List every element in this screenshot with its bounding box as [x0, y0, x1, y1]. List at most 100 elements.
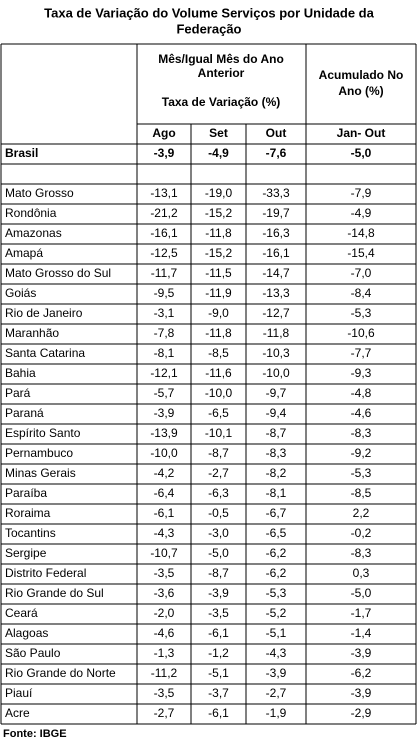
- table-cell: 0,3: [353, 566, 370, 580]
- table-cell: -16,1: [150, 226, 178, 240]
- table-cell: -15,2: [205, 246, 233, 260]
- table-cell: -8,7: [208, 566, 229, 580]
- table-cell: -1,7: [351, 606, 372, 620]
- table-cell: São Paulo: [5, 646, 61, 660]
- table-cell: -12,5: [150, 246, 178, 260]
- table-cell: -8,3: [351, 546, 372, 560]
- table-cell: -9,7: [266, 386, 287, 400]
- table-cell: -11,2: [151, 666, 178, 680]
- header-group: Mês/Igual Mês do Ano: [158, 52, 284, 66]
- table-cell: -2,9: [351, 706, 372, 720]
- table-cell: Espírito Santo: [5, 426, 81, 440]
- total-cell: -3,9: [154, 146, 175, 160]
- table-cell: -6,7: [266, 506, 287, 520]
- total-cell: -5,0: [351, 146, 372, 160]
- table-cell: -8,7: [208, 446, 229, 460]
- table-cell: Maranhão: [5, 326, 59, 340]
- table-cell: -7,8: [154, 326, 175, 340]
- table-cell: -21,2: [150, 206, 178, 220]
- table-cell: 2,2: [353, 506, 370, 520]
- table-cell: -9,3: [351, 366, 372, 380]
- table-cell: -19,7: [262, 206, 290, 220]
- table-cell: -12,1: [150, 366, 178, 380]
- table-cell: -0,2: [351, 526, 372, 540]
- table-cell: Sergipe: [5, 546, 47, 560]
- table-cell: -8,2: [266, 466, 287, 480]
- table-cell: -5,3: [266, 586, 287, 600]
- table-cell: -5,2: [266, 606, 287, 620]
- table-cell: -8,3: [351, 426, 372, 440]
- total-cell: -7,6: [266, 146, 287, 160]
- table-cell: -2,7: [266, 686, 287, 700]
- table-cell: Ceará: [5, 606, 38, 620]
- table-cell: Amazonas: [5, 226, 62, 240]
- table-cell: -33,3: [262, 186, 290, 200]
- table-cell: -3,7: [208, 686, 229, 700]
- table-cell: -3,9: [154, 406, 175, 420]
- title: Federação: [176, 21, 241, 36]
- table-cell: -9,0: [208, 306, 229, 320]
- total-cell: -4,9: [208, 146, 229, 160]
- table-cell: -7,9: [351, 186, 372, 200]
- table-cell: Pernambuco: [5, 446, 73, 460]
- table-cell: Santa Catarina: [5, 346, 85, 360]
- table-cell: -3,9: [351, 686, 372, 700]
- table-cell: -3,5: [154, 566, 175, 580]
- table-cell: -4,3: [154, 526, 175, 540]
- table-cell: -5,3: [351, 466, 372, 480]
- table-cell: -8,4: [351, 286, 372, 300]
- table-cell: -10,0: [262, 366, 290, 380]
- table-cell: -3,9: [351, 646, 372, 660]
- table-cell: -16,3: [262, 226, 290, 240]
- table-cell: Amapá: [5, 246, 43, 260]
- table-cell: Rondônia: [5, 206, 57, 220]
- table-cell: Acre: [5, 706, 30, 720]
- table-cell: Alagoas: [5, 626, 48, 640]
- table-cell: -9,2: [351, 446, 372, 460]
- table-cell: -0,5: [208, 506, 229, 520]
- table-cell: -3,0: [208, 526, 229, 540]
- table-cell: Piauí: [5, 686, 33, 700]
- table-cell: -16,1: [262, 246, 290, 260]
- table-cell: -6,2: [266, 566, 287, 580]
- table-cell: -3,9: [208, 586, 229, 600]
- table-cell: -6,5: [266, 526, 287, 540]
- table-cell: -6,1: [208, 626, 229, 640]
- table-cell: -4,2: [154, 466, 175, 480]
- table-cell: -5,0: [208, 546, 229, 560]
- table-cell: -14,7: [262, 266, 290, 280]
- table-cell: Rio Grande do Sul: [5, 586, 104, 600]
- table-cell: -7,7: [351, 346, 372, 360]
- table-cell: -3,6: [154, 586, 175, 600]
- column-header: Set: [209, 126, 228, 140]
- table-cell: Distrito Federal: [5, 566, 86, 580]
- table-cell: Bahia: [5, 366, 36, 380]
- table-cell: -3,5: [154, 686, 175, 700]
- column-header: Out: [266, 126, 287, 140]
- table-cell: -5,0: [351, 586, 372, 600]
- table-cell: -4,8: [351, 386, 372, 400]
- header-group: Anterior: [198, 66, 245, 80]
- table-cell: -8,3: [266, 446, 287, 460]
- table-cell: -4,3: [266, 646, 287, 660]
- table-cell: -11,8: [205, 326, 232, 340]
- table-cell: -8,5: [351, 486, 372, 500]
- column-header: Ago: [152, 126, 175, 140]
- table-cell: -6,3: [208, 486, 229, 500]
- table-cell: -4,9: [351, 206, 372, 220]
- table-cell: -2,7: [208, 466, 229, 480]
- table-cell: Minas Gerais: [5, 466, 76, 480]
- table-cell: -1,3: [154, 646, 175, 660]
- table-cell: -1,4: [351, 626, 372, 640]
- table-cell: -14,8: [347, 226, 375, 240]
- table-cell: Goiás: [5, 286, 36, 300]
- table-cell: Roraima: [5, 506, 51, 520]
- table-cell: -8,1: [266, 486, 287, 500]
- table-cell: -15,2: [205, 206, 233, 220]
- table-cell: -2,0: [154, 606, 175, 620]
- table-cell: -11,6: [205, 366, 232, 380]
- table-cell: -11,8: [205, 226, 232, 240]
- table-cell: -6,5: [208, 406, 229, 420]
- table-cell: -12,7: [262, 306, 290, 320]
- table-cell: -11,9: [205, 286, 232, 300]
